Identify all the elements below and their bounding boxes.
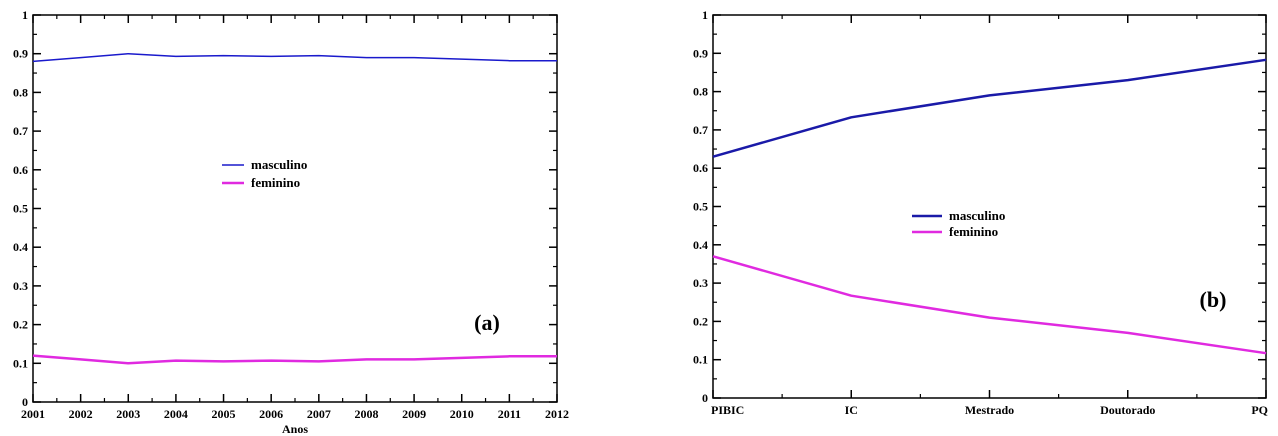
y-tick-label: 0 xyxy=(702,391,708,405)
x-tick-labels-b: PIBIC IC Mestrado Doutorado PQ xyxy=(711,403,1268,417)
legend-label-feminino: feminino xyxy=(949,224,998,239)
y-tick-label: 0.3 xyxy=(13,279,28,293)
y-tick-label: 0.1 xyxy=(13,356,28,370)
legend-label-masculino: masculino xyxy=(949,208,1005,223)
chart-panel-a: 00.10.20.30.40.50.60.70.80.91 2001 2002 20… xyxy=(13,8,569,436)
x-tick-label: 2002 xyxy=(69,407,93,421)
x-tick-label: 2004 xyxy=(164,407,188,421)
y-tick-label: 0.3 xyxy=(693,276,708,290)
panel-label-b: (b) xyxy=(1200,287,1227,312)
legend-label-feminino: feminino xyxy=(251,175,300,190)
series-line-masculino xyxy=(32,52,557,63)
chart-panel-b: 0 0.1 0.2 0.3 0.4 0.5 0.6 0.7 0.8 0.9 1 PIBIC IC Mes… xyxy=(693,8,1268,417)
x-tick-label: 2008 xyxy=(354,407,378,421)
y-tick-label: 0 xyxy=(22,395,28,409)
x-tick-label: 2003 xyxy=(116,407,140,421)
axis-ticks-b xyxy=(712,14,1267,399)
series-group-a xyxy=(32,52,557,365)
plot-frame-a xyxy=(32,14,558,403)
y-tick-label: 0.8 xyxy=(693,85,708,99)
x-tick-label: 2011 xyxy=(498,407,521,421)
series-line-feminino xyxy=(712,255,1267,355)
y-tick-label: 0.2 xyxy=(13,318,28,332)
y-tick-label: 0.1 xyxy=(693,353,708,367)
y-tick-labels-a: 0 0.1 0.2 0.3 0.4 0.5 0.6 0.7 0.8 0.9 1 xyxy=(13,8,28,409)
axis-ticks-a xyxy=(32,14,558,403)
x-axis-title-a: Anos xyxy=(282,422,308,436)
x-tick-label: 2006 xyxy=(259,407,283,421)
y-tick-label: 0.8 xyxy=(13,85,28,99)
x-tick-labels-a: 2001 2002 2003 2004 2005 2006 2007 2008 2009 2010… xyxy=(21,407,569,421)
x-tick-label: Doutorado xyxy=(1100,403,1155,417)
x-tick-label: IC xyxy=(845,403,858,417)
legend-a: masculino feminino xyxy=(222,157,307,190)
x-tick-label: 2010 xyxy=(450,407,474,421)
x-tick-label: 2005 xyxy=(212,407,236,421)
y-tick-label: 0.6 xyxy=(693,161,708,175)
y-tick-label: 0.7 xyxy=(693,123,708,137)
y-tick-label: 0.2 xyxy=(693,314,708,328)
y-tick-label: 0.5 xyxy=(13,202,28,216)
panel-label-a: (a) xyxy=(474,310,500,335)
x-tick-label: Mestrado xyxy=(965,403,1014,417)
y-tick-labels-b: 0 0.1 0.2 0.3 0.4 0.5 0.6 0.7 0.8 0.9 1 xyxy=(693,8,708,405)
legend-label-masculino: masculino xyxy=(251,157,307,172)
y-tick-label: 0.5 xyxy=(693,200,708,214)
series-line-masculino xyxy=(712,58,1267,158)
x-tick-label: 2001 xyxy=(21,407,45,421)
y-tick-label: 0.9 xyxy=(13,47,28,61)
y-tick-label: 0.9 xyxy=(693,46,708,60)
y-tick-label: 1 xyxy=(702,8,708,22)
y-tick-label: 0.7 xyxy=(13,124,28,138)
y-tick-label: 0.6 xyxy=(13,163,28,177)
x-tick-label: 2009 xyxy=(402,407,426,421)
x-tick-label: PIBIC xyxy=(711,403,744,417)
y-tick-label: 0.4 xyxy=(693,238,708,252)
x-tick-label: 2007 xyxy=(307,407,331,421)
x-tick-label: PQ xyxy=(1251,403,1268,417)
y-tick-label: 0.4 xyxy=(13,240,28,254)
series-line-feminino xyxy=(32,354,557,365)
x-tick-label: 2012 xyxy=(545,407,569,421)
y-tick-label: 1 xyxy=(22,8,28,22)
series-group-b xyxy=(712,58,1267,355)
